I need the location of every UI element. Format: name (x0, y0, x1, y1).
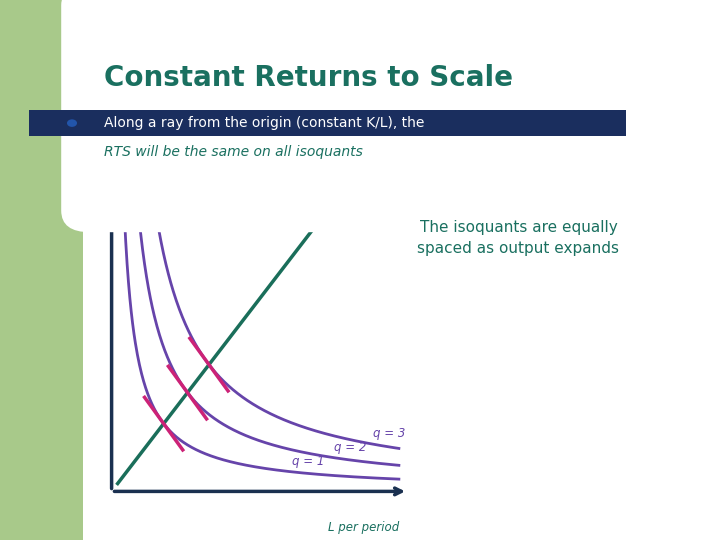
Text: The isoquants are equally
spaced as output expands: The isoquants are equally spaced as outp… (418, 220, 619, 255)
Text: Constant Returns to Scale: Constant Returns to Scale (104, 64, 513, 92)
Text: L per period: L per period (328, 521, 399, 534)
Text: q = 2: q = 2 (334, 441, 366, 454)
Text: K per period: K per period (76, 212, 148, 225)
Text: RTS will be the same on all isoquants: RTS will be the same on all isoquants (104, 145, 364, 159)
Text: Along a ray from the origin (constant K/L), the: Along a ray from the origin (constant K/… (104, 116, 425, 130)
Text: q = 1: q = 1 (292, 455, 324, 468)
Text: q = 3: q = 3 (373, 428, 405, 441)
